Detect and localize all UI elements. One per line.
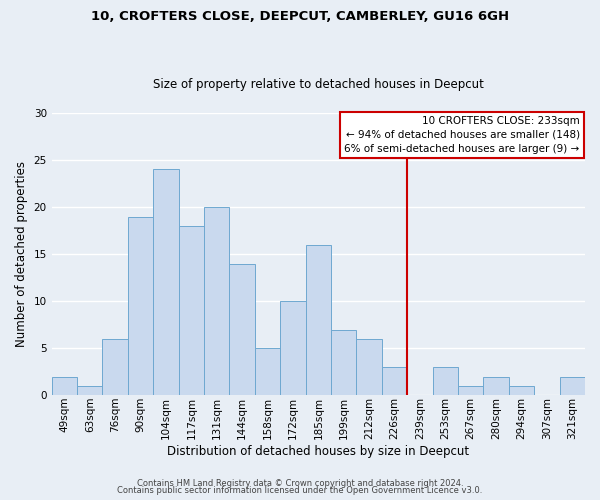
Bar <box>560 376 585 396</box>
Text: Contains public sector information licensed under the Open Government Licence v3: Contains public sector information licen… <box>118 486 482 495</box>
Bar <box>280 302 305 396</box>
Bar <box>153 170 179 396</box>
Bar <box>433 367 458 396</box>
Bar <box>77 386 103 396</box>
Bar <box>509 386 534 396</box>
Bar <box>229 264 255 396</box>
Bar <box>103 339 128 396</box>
Bar <box>179 226 204 396</box>
Bar <box>305 245 331 396</box>
Title: Size of property relative to detached houses in Deepcut: Size of property relative to detached ho… <box>153 78 484 91</box>
Bar <box>331 330 356 396</box>
Bar <box>458 386 484 396</box>
Text: 10 CROFTERS CLOSE: 233sqm
← 94% of detached houses are smaller (148)
6% of semi-: 10 CROFTERS CLOSE: 233sqm ← 94% of detac… <box>344 116 580 154</box>
Bar <box>204 207 229 396</box>
Bar <box>382 367 407 396</box>
Text: Contains HM Land Registry data © Crown copyright and database right 2024.: Contains HM Land Registry data © Crown c… <box>137 478 463 488</box>
Bar <box>128 216 153 396</box>
Bar <box>255 348 280 396</box>
Bar <box>484 376 509 396</box>
Y-axis label: Number of detached properties: Number of detached properties <box>15 161 28 347</box>
Text: 10, CROFTERS CLOSE, DEEPCUT, CAMBERLEY, GU16 6GH: 10, CROFTERS CLOSE, DEEPCUT, CAMBERLEY, … <box>91 10 509 23</box>
X-axis label: Distribution of detached houses by size in Deepcut: Distribution of detached houses by size … <box>167 444 469 458</box>
Bar <box>52 376 77 396</box>
Bar <box>356 339 382 396</box>
